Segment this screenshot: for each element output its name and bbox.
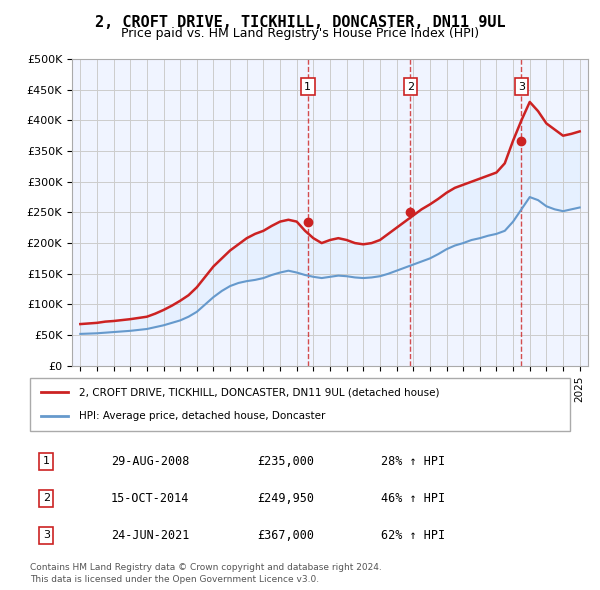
Text: 2, CROFT DRIVE, TICKHILL, DONCASTER, DN11 9UL: 2, CROFT DRIVE, TICKHILL, DONCASTER, DN1…: [95, 15, 505, 30]
Text: 15-OCT-2014: 15-OCT-2014: [111, 491, 190, 505]
Text: 24-JUN-2021: 24-JUN-2021: [111, 529, 190, 542]
Text: 1: 1: [43, 456, 50, 466]
Text: £235,000: £235,000: [257, 455, 314, 468]
Text: 2, CROFT DRIVE, TICKHILL, DONCASTER, DN11 9UL (detached house): 2, CROFT DRIVE, TICKHILL, DONCASTER, DN1…: [79, 388, 439, 398]
Text: HPI: Average price, detached house, Doncaster: HPI: Average price, detached house, Donc…: [79, 411, 325, 421]
Text: 3: 3: [43, 530, 50, 540]
Text: 29-AUG-2008: 29-AUG-2008: [111, 455, 190, 468]
Text: 46% ↑ HPI: 46% ↑ HPI: [381, 491, 445, 505]
Text: Price paid vs. HM Land Registry's House Price Index (HPI): Price paid vs. HM Land Registry's House …: [121, 27, 479, 40]
Text: 2: 2: [407, 81, 414, 91]
Text: £249,950: £249,950: [257, 491, 314, 505]
Text: 62% ↑ HPI: 62% ↑ HPI: [381, 529, 445, 542]
Text: £367,000: £367,000: [257, 529, 314, 542]
Text: This data is licensed under the Open Government Licence v3.0.: This data is licensed under the Open Gov…: [30, 575, 319, 584]
Text: 2: 2: [43, 493, 50, 503]
Text: Contains HM Land Registry data © Crown copyright and database right 2024.: Contains HM Land Registry data © Crown c…: [30, 563, 382, 572]
FancyBboxPatch shape: [30, 378, 570, 431]
Text: 1: 1: [304, 81, 311, 91]
Text: 3: 3: [518, 81, 525, 91]
Text: 28% ↑ HPI: 28% ↑ HPI: [381, 455, 445, 468]
